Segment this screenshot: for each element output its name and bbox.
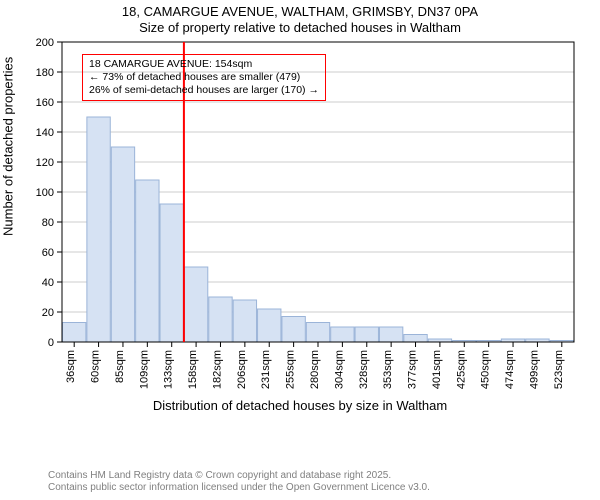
title-line-1: 18, CAMARGUE AVENUE, WALTHAM, GRIMSBY, D… (0, 4, 600, 20)
histogram-bar (306, 323, 329, 343)
histogram-bar (87, 117, 110, 342)
histogram-bar (331, 327, 354, 342)
svg-text:109sqm: 109sqm (138, 350, 150, 389)
svg-text:353sqm: 353sqm (382, 350, 394, 389)
svg-text:85sqm: 85sqm (114, 350, 126, 383)
infobox-line: 26% of semi-detached houses are larger (… (89, 84, 319, 97)
svg-text:200: 200 (36, 37, 54, 49)
svg-text:255sqm: 255sqm (285, 350, 297, 389)
svg-text:328sqm: 328sqm (358, 350, 370, 389)
svg-text:100: 100 (36, 187, 54, 199)
svg-text:60sqm: 60sqm (90, 350, 102, 383)
svg-text:120: 120 (36, 157, 54, 169)
svg-text:304sqm: 304sqm (333, 350, 345, 389)
histogram-bar (111, 147, 134, 342)
svg-text:158sqm: 158sqm (187, 350, 199, 389)
svg-text:40: 40 (42, 277, 54, 289)
svg-text:36sqm: 36sqm (65, 350, 77, 383)
svg-text:377sqm: 377sqm (407, 350, 419, 389)
svg-text:231sqm: 231sqm (260, 350, 272, 389)
svg-text:206sqm: 206sqm (236, 350, 248, 389)
svg-text:60: 60 (42, 247, 54, 259)
histogram-bar (136, 180, 159, 342)
svg-text:133sqm: 133sqm (163, 350, 175, 389)
footer-line-2: Contains public sector information licen… (48, 482, 430, 494)
x-axis-label: Distribution of detached houses by size … (0, 398, 600, 413)
histogram-bar (282, 317, 305, 343)
svg-text:180: 180 (36, 67, 54, 79)
histogram-bar (209, 297, 232, 342)
histogram-bar (355, 327, 378, 342)
histogram-bar (233, 300, 256, 342)
svg-text:80: 80 (42, 217, 54, 229)
title-line-2: Size of property relative to detached ho… (0, 20, 600, 36)
histogram-bar (160, 204, 183, 342)
y-axis-label: Number of detached properties (1, 57, 16, 236)
svg-text:160: 160 (36, 97, 54, 109)
histogram-bar (258, 309, 281, 342)
infobox-line: 18 CAMARGUE AVENUE: 154sqm (89, 58, 319, 71)
svg-text:182sqm: 182sqm (211, 350, 223, 389)
marker-infobox: 18 CAMARGUE AVENUE: 154sqm← 73% of detac… (82, 54, 326, 101)
histogram-bar (184, 267, 207, 342)
svg-text:20: 20 (42, 307, 54, 319)
histogram-bar (63, 323, 86, 343)
chart-titles: 18, CAMARGUE AVENUE, WALTHAM, GRIMSBY, D… (0, 0, 600, 35)
footer-line-1: Contains HM Land Registry data © Crown c… (48, 470, 430, 482)
svg-text:425sqm: 425sqm (455, 350, 467, 389)
svg-text:523sqm: 523sqm (553, 350, 565, 389)
svg-text:280sqm: 280sqm (309, 350, 321, 389)
svg-text:401sqm: 401sqm (431, 350, 443, 389)
svg-text:499sqm: 499sqm (528, 350, 540, 389)
svg-text:140: 140 (36, 127, 54, 139)
svg-text:450sqm: 450sqm (480, 350, 492, 389)
svg-text:0: 0 (48, 337, 54, 349)
infobox-line: ← 73% of detached houses are smaller (47… (89, 71, 319, 84)
footer-attribution: Contains HM Land Registry data © Crown c… (48, 470, 430, 494)
histogram-bar (404, 335, 427, 343)
histogram-bar (379, 327, 402, 342)
svg-text:474sqm: 474sqm (504, 350, 516, 389)
